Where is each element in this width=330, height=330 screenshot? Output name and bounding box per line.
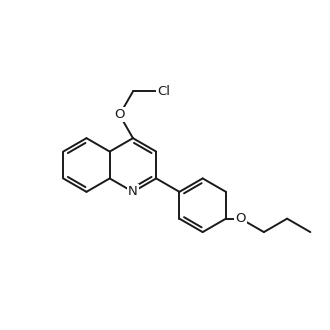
Text: O: O: [235, 212, 246, 225]
Text: O: O: [114, 108, 125, 121]
Text: N: N: [128, 185, 138, 198]
Text: Cl: Cl: [157, 85, 170, 98]
